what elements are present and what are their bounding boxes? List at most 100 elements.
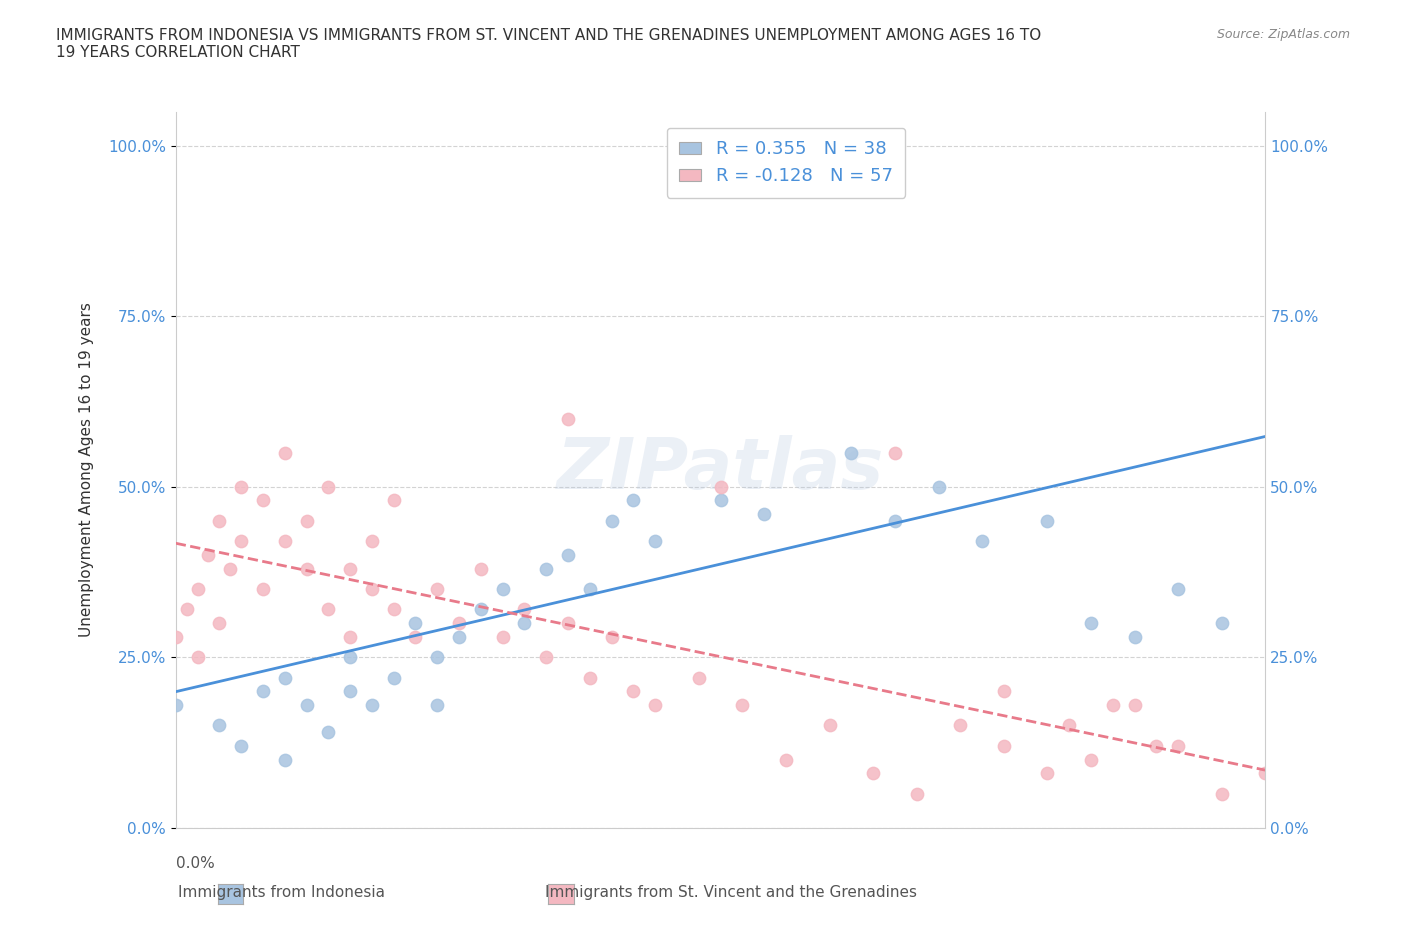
Y-axis label: Unemployment Among Ages 16 to 19 years: Unemployment Among Ages 16 to 19 years	[79, 302, 94, 637]
Point	[339, 630, 361, 644]
Point	[1211, 616, 1233, 631]
Text: Immigrants from St. Vincent and the Grenadines: Immigrants from St. Vincent and the Gren…	[546, 885, 917, 900]
Point	[644, 534, 666, 549]
Point	[1211, 786, 1233, 801]
Point	[295, 513, 318, 528]
Point	[405, 616, 427, 631]
Point	[318, 602, 340, 617]
Point	[775, 139, 797, 153]
Point	[492, 581, 515, 596]
Point	[405, 630, 427, 644]
Point	[274, 671, 297, 685]
Point	[970, 534, 993, 549]
Text: ZIPatlas: ZIPatlas	[557, 435, 884, 504]
Point	[426, 650, 449, 665]
Point	[905, 786, 928, 801]
Point	[600, 513, 623, 528]
Point	[231, 534, 253, 549]
Point	[470, 602, 492, 617]
Point	[382, 671, 405, 685]
Point	[710, 493, 733, 508]
Point	[318, 724, 340, 739]
Point	[1080, 616, 1102, 631]
Point	[1036, 513, 1059, 528]
Point	[1123, 630, 1146, 644]
Point	[274, 445, 297, 460]
Point	[492, 630, 515, 644]
Point	[688, 671, 710, 685]
Point	[513, 602, 536, 617]
Point	[470, 561, 492, 576]
Point	[884, 513, 907, 528]
Point	[557, 411, 579, 426]
Point	[295, 698, 318, 712]
Text: Source: ZipAtlas.com: Source: ZipAtlas.com	[1216, 28, 1350, 41]
Point	[360, 698, 382, 712]
Point	[1057, 718, 1080, 733]
Point	[1080, 752, 1102, 767]
Legend: R = 0.355   N = 38, R = -0.128   N = 57: R = 0.355 N = 38, R = -0.128 N = 57	[666, 127, 905, 198]
Point	[197, 548, 219, 563]
Point	[884, 445, 907, 460]
Point	[274, 752, 297, 767]
Point	[1167, 738, 1189, 753]
Point	[731, 698, 754, 712]
Point	[557, 616, 579, 631]
Point	[360, 581, 382, 596]
Point	[1036, 765, 1059, 780]
Point	[165, 630, 187, 644]
Point	[534, 650, 557, 665]
Point	[208, 718, 231, 733]
Point	[176, 602, 198, 617]
Point	[165, 698, 187, 712]
Point	[252, 684, 274, 698]
Point	[252, 581, 274, 596]
Point	[339, 561, 361, 576]
Point	[600, 630, 623, 644]
Point	[557, 548, 579, 563]
Point	[186, 581, 209, 596]
Point	[993, 684, 1015, 698]
Point	[775, 752, 797, 767]
Point	[1167, 581, 1189, 596]
Point	[208, 513, 231, 528]
Point	[426, 581, 449, 596]
Point	[1102, 698, 1125, 712]
Point	[818, 139, 841, 153]
Point	[339, 650, 361, 665]
Point	[219, 561, 242, 576]
Point	[1144, 738, 1167, 753]
Point	[949, 718, 972, 733]
Point	[1123, 698, 1146, 712]
Point	[710, 479, 733, 494]
Point	[621, 493, 644, 508]
Point	[339, 684, 361, 698]
Point	[447, 616, 470, 631]
Point	[993, 738, 1015, 753]
Point	[644, 698, 666, 712]
Point	[382, 493, 405, 508]
Text: Immigrants from Indonesia: Immigrants from Indonesia	[177, 885, 385, 900]
Point	[318, 479, 340, 494]
Point	[513, 616, 536, 631]
Point	[231, 479, 253, 494]
Point	[754, 507, 776, 522]
Point	[1254, 765, 1277, 780]
Point	[186, 650, 209, 665]
Point	[579, 671, 602, 685]
Point	[360, 534, 382, 549]
Text: IMMIGRANTS FROM INDONESIA VS IMMIGRANTS FROM ST. VINCENT AND THE GRENADINES UNEM: IMMIGRANTS FROM INDONESIA VS IMMIGRANTS …	[56, 28, 1042, 60]
Text: 0.0%: 0.0%	[176, 857, 215, 871]
Point	[231, 738, 253, 753]
Point	[382, 602, 405, 617]
Point	[252, 493, 274, 508]
Point	[621, 684, 644, 698]
Point	[579, 581, 602, 596]
Point	[208, 616, 231, 631]
Point	[274, 534, 297, 549]
Point	[426, 698, 449, 712]
Point	[928, 479, 950, 494]
Point	[534, 561, 557, 576]
Point	[818, 718, 841, 733]
Point	[862, 765, 884, 780]
